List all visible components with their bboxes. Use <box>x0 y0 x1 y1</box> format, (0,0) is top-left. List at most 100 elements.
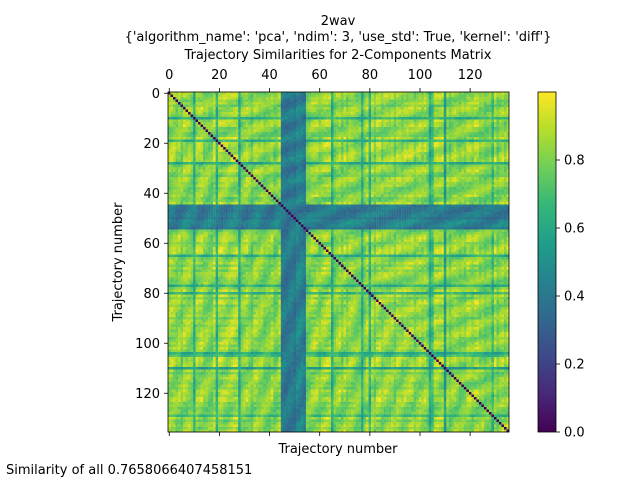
heatmap-cell <box>454 112 457 115</box>
heatmap-cell <box>431 115 434 118</box>
heatmap-cell <box>424 167 427 170</box>
heatmap-cell <box>293 137 296 140</box>
heatmap-cell <box>464 110 467 113</box>
heatmap-cell <box>416 127 419 130</box>
heatmap-cell <box>424 115 427 118</box>
heatmap-cell <box>186 142 189 145</box>
heatmap-cell <box>409 130 412 133</box>
heatmap-cell <box>441 107 444 110</box>
heatmap-cell <box>474 142 477 145</box>
heatmap-cell <box>344 122 347 125</box>
heatmap-cell <box>263 147 266 150</box>
heatmap-cell <box>311 180 314 183</box>
heatmap-cell <box>456 140 459 143</box>
heatmap-cell <box>389 152 392 155</box>
heatmap-cell <box>441 100 444 103</box>
heatmap-cell <box>321 180 324 183</box>
heatmap-cell <box>384 100 387 103</box>
heatmap-cell <box>496 115 499 118</box>
heatmap-cell <box>341 142 344 145</box>
heatmap-cell <box>296 145 299 148</box>
heatmap-cell <box>486 120 489 123</box>
heatmap-cell <box>221 172 224 175</box>
heatmap-cell <box>186 180 189 183</box>
heatmap-cell <box>484 180 487 183</box>
heatmap-cell <box>479 112 482 115</box>
heatmap-cell <box>191 150 194 153</box>
heatmap-cell <box>364 105 367 108</box>
heatmap-cell <box>501 147 504 150</box>
heatmap-cell <box>344 182 347 185</box>
heatmap-cell <box>421 155 424 158</box>
heatmap-cell <box>231 107 234 110</box>
heatmap-cell <box>316 172 319 175</box>
heatmap-cell <box>389 92 392 95</box>
heatmap-cell <box>171 180 174 183</box>
heatmap-cell <box>268 147 271 150</box>
heatmap-cell <box>366 145 369 148</box>
heatmap-cell <box>414 167 417 170</box>
heatmap-cell <box>411 127 414 130</box>
heatmap-cell <box>226 162 229 165</box>
heatmap-cell <box>231 162 234 165</box>
heatmap-cell <box>171 175 174 178</box>
heatmap-cell <box>449 147 452 150</box>
heatmap-cell <box>201 130 204 133</box>
heatmap-cell <box>424 132 427 135</box>
heatmap-cell <box>298 132 301 135</box>
heatmap-cell <box>504 125 507 128</box>
heatmap-cell <box>384 180 387 183</box>
heatmap-cell <box>489 155 492 158</box>
heatmap-cell <box>399 140 402 143</box>
heatmap-cell <box>471 162 474 165</box>
heatmap-cell <box>374 105 377 108</box>
heatmap-cell <box>406 132 409 135</box>
heatmap-cell <box>419 175 422 178</box>
heatmap-cell <box>211 110 214 113</box>
heatmap-cell <box>444 130 447 133</box>
heatmap-cell <box>351 147 354 150</box>
heatmap-cell <box>293 162 296 165</box>
chart-title-line-2: {'algorithm_name': 'pca', 'ndim': 3, 'us… <box>125 30 552 45</box>
heatmap-cell <box>263 110 266 113</box>
heatmap-cell <box>286 125 289 128</box>
heatmap-cell <box>248 142 251 145</box>
heatmap-cell <box>369 127 372 130</box>
heatmap-cell <box>261 127 264 130</box>
heatmap-cell <box>196 175 199 178</box>
heatmap-cell <box>379 117 382 120</box>
heatmap-cell <box>411 150 414 153</box>
heatmap-cell <box>266 112 269 115</box>
heatmap-cell <box>293 147 296 150</box>
heatmap-cell <box>246 122 249 125</box>
heatmap-cell <box>489 152 492 155</box>
heatmap-cell <box>328 175 331 178</box>
heatmap-cell <box>296 170 299 173</box>
heatmap-cell <box>379 155 382 158</box>
heatmap-cell <box>339 95 342 98</box>
heatmap-cell <box>193 132 196 135</box>
heatmap-cell <box>193 137 196 140</box>
heatmap-cell <box>218 140 221 143</box>
heatmap-cell <box>374 140 377 143</box>
heatmap-cell <box>339 150 342 153</box>
heatmap-cell <box>406 110 409 113</box>
heatmap-cell <box>406 167 409 170</box>
heatmap-cell <box>248 120 251 123</box>
heatmap-cell <box>183 102 186 105</box>
heatmap-cell <box>171 105 174 108</box>
heatmap-cell <box>461 130 464 133</box>
heatmap-cell <box>396 127 399 130</box>
heatmap-cell <box>461 132 464 135</box>
heatmap-cell <box>499 97 502 100</box>
heatmap-cell <box>351 100 354 103</box>
heatmap-cell <box>296 147 299 150</box>
heatmap-cell <box>196 177 199 180</box>
heatmap-cell <box>283 167 286 170</box>
heatmap-cell <box>288 140 291 143</box>
heatmap-cell <box>364 177 367 180</box>
heatmap-cell <box>369 97 372 100</box>
heatmap-cell <box>361 137 364 140</box>
heatmap-cell <box>454 120 457 123</box>
heatmap-cell <box>381 177 384 180</box>
